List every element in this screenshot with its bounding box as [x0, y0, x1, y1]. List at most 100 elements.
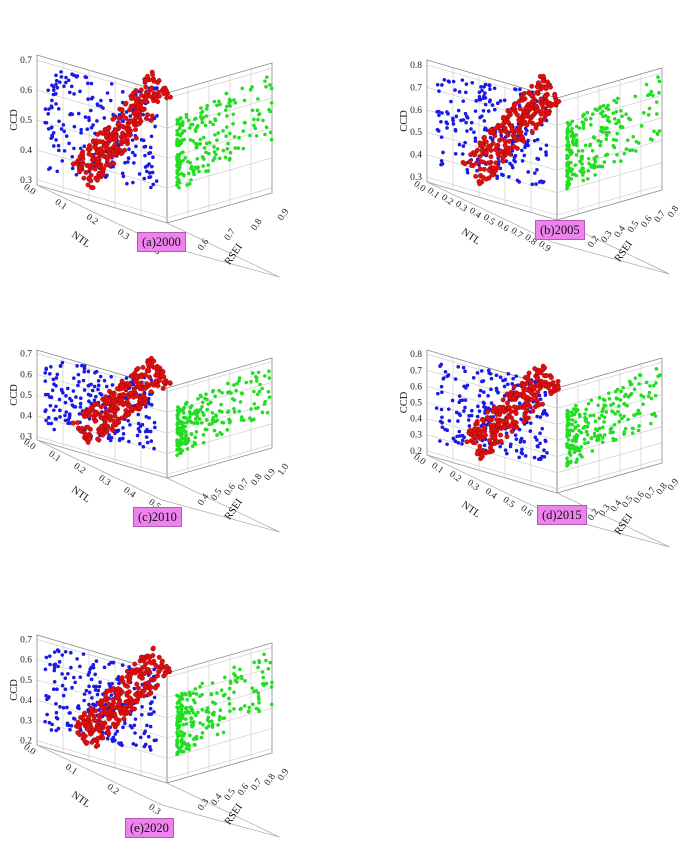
scatter-point	[91, 714, 97, 720]
scatter-point	[139, 138, 144, 142]
scatter-point	[50, 83, 54, 88]
scatter-point	[599, 139, 603, 144]
scatter-point	[127, 132, 133, 138]
scatter-point	[107, 406, 113, 412]
scatter-point	[123, 699, 129, 705]
ntl-tick-label: 0.2	[439, 193, 455, 208]
scatter-point	[181, 424, 186, 429]
scatter-point	[213, 117, 217, 121]
scatter-point	[79, 161, 85, 167]
scatter-point	[137, 674, 142, 680]
scatter-point	[140, 705, 144, 709]
scatter-point	[220, 390, 224, 395]
scatter-point	[464, 439, 470, 445]
scatter-point	[630, 426, 635, 431]
scatter-point	[467, 414, 471, 418]
scatter-point	[535, 370, 541, 376]
scatter-point	[89, 81, 94, 86]
scatter-point	[599, 129, 603, 133]
scatter-point	[251, 702, 255, 707]
scatter-point	[506, 394, 512, 400]
gridline	[166, 647, 273, 678]
scatter-point	[614, 138, 619, 143]
scatter-point	[210, 421, 214, 426]
scatter-point	[482, 119, 487, 123]
scatter-point	[580, 148, 585, 153]
scatter-point	[622, 430, 627, 434]
scatter-point	[74, 173, 79, 177]
scatter-point	[151, 358, 157, 364]
scatter-point	[76, 383, 80, 388]
scatter-point	[574, 460, 578, 464]
scatter-point	[99, 704, 105, 710]
scatter-point	[540, 73, 546, 79]
scatter-point	[486, 368, 491, 373]
scatter-point	[539, 101, 545, 107]
scatter-point	[256, 665, 260, 670]
scatter-point	[503, 448, 508, 452]
scatter-point	[176, 709, 180, 714]
scatter-point	[469, 127, 473, 131]
scatter-point	[489, 376, 494, 381]
scatter-point	[92, 401, 98, 407]
gridline	[166, 748, 273, 779]
scatter-point	[526, 170, 531, 174]
scatter-point	[144, 169, 149, 174]
scatter-point	[148, 690, 154, 696]
rsei-ccd-projection-points	[175, 369, 272, 458]
scatter-point	[575, 457, 579, 462]
scatter-point	[565, 456, 569, 461]
scatter-point	[463, 140, 467, 145]
gridline	[166, 728, 273, 759]
scatter-point	[221, 716, 225, 721]
scatter-point	[111, 161, 117, 167]
scatter-point	[65, 386, 70, 391]
scatter-point	[79, 127, 83, 132]
scatter-point	[212, 710, 216, 715]
scatter-point	[216, 723, 220, 727]
scatter-point	[482, 432, 488, 438]
scatter-point	[186, 171, 191, 176]
scatter-point	[515, 178, 520, 183]
scatter-point	[149, 439, 154, 443]
scatter-point	[480, 88, 484, 93]
rsei-tick-label: 0.8	[263, 772, 278, 788]
ntl-tick-label: 0.3	[147, 802, 163, 817]
scatter-point	[601, 436, 605, 440]
scatter-point	[584, 416, 588, 421]
ntl-axis-label: NTL	[459, 500, 482, 521]
scatter-point	[605, 152, 610, 157]
scatter-point	[607, 130, 611, 135]
scatter-point	[77, 412, 82, 416]
scatter-point	[574, 138, 579, 142]
scatter-point	[511, 404, 517, 410]
scatter-point	[477, 94, 482, 99]
scatter-point	[551, 101, 557, 107]
scatter-point	[529, 129, 535, 135]
scatter-point	[602, 398, 607, 403]
scatter-point	[266, 389, 271, 394]
scatter-point	[188, 160, 192, 165]
scatter-point	[252, 123, 256, 128]
rsei-tick-label: 0.3	[600, 229, 615, 245]
scatter-point	[644, 82, 649, 87]
scatter-point	[88, 705, 94, 711]
scatter-point	[646, 113, 651, 117]
scatter-point	[590, 112, 595, 116]
scatter-point	[225, 428, 230, 432]
scatter-point	[472, 440, 478, 446]
scatter-point	[126, 160, 130, 164]
scatter-point	[446, 407, 451, 411]
scatter-point	[454, 114, 459, 119]
scatter-point	[181, 415, 186, 420]
scatter-point	[121, 432, 126, 436]
scatter-point	[610, 409, 614, 414]
scatter-point	[540, 401, 545, 407]
scatter-point	[115, 686, 121, 692]
scatter-point	[103, 133, 109, 139]
scatter-point	[98, 720, 104, 726]
scatter-point	[145, 163, 150, 168]
scatter-point	[183, 717, 188, 721]
scatter-point	[149, 185, 153, 190]
ntl-axis-label: NTL	[69, 230, 92, 251]
